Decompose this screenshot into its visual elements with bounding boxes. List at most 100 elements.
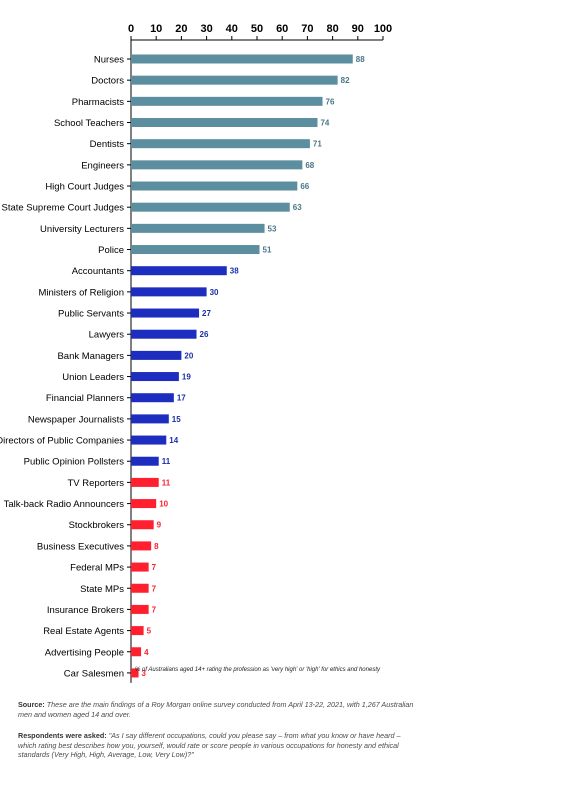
bar xyxy=(131,160,303,170)
category-label: Stockbrokers xyxy=(69,520,125,531)
category-label: Insurance Brokers xyxy=(47,605,124,616)
bar xyxy=(131,54,353,64)
bar xyxy=(131,562,149,572)
value-label: 74 xyxy=(320,119,329,128)
bar xyxy=(131,541,152,551)
category-label: Public Opinion Pollsters xyxy=(24,457,125,468)
category-label: Nurses xyxy=(94,55,124,66)
bar xyxy=(131,626,144,636)
value-label: 9 xyxy=(157,521,162,530)
bar xyxy=(131,583,149,593)
value-label: 7 xyxy=(152,605,157,614)
question-text: "As I say different occupations, could y… xyxy=(18,731,401,759)
bar xyxy=(131,181,298,191)
category-label: Directors of Public Companies xyxy=(0,436,124,447)
value-label: 68 xyxy=(305,161,314,170)
value-label: 51 xyxy=(263,246,272,255)
x-tick-label: 20 xyxy=(175,23,187,35)
category-label: School Teachers xyxy=(54,118,124,129)
category-label: Bank Managers xyxy=(57,351,124,362)
value-label: 8 xyxy=(154,542,159,551)
category-label: Lawyers xyxy=(89,330,125,341)
category-label: Financial Planners xyxy=(46,393,124,404)
x-tick-label: 30 xyxy=(200,23,212,35)
category-label: Talk-back Radio Announcers xyxy=(4,499,125,510)
bar xyxy=(131,414,169,424)
category-label: Ministers of Religion xyxy=(38,287,124,298)
x-tick-label: 70 xyxy=(301,23,313,35)
x-tick-label: 100 xyxy=(374,23,392,35)
source-note: Source: These are the main findings of a… xyxy=(18,700,418,719)
value-label: 17 xyxy=(177,394,186,403)
bar xyxy=(131,308,200,318)
category-label: TV Reporters xyxy=(68,478,125,489)
value-label: 88 xyxy=(356,55,365,64)
value-label: 19 xyxy=(182,373,191,382)
bars: Nurses 88 Doctors 82 Pharmacists 76 School Tea… xyxy=(0,54,365,679)
value-label: 3 xyxy=(142,669,147,678)
value-label: 7 xyxy=(152,584,157,593)
value-label: 82 xyxy=(341,76,350,85)
bar xyxy=(131,245,260,255)
bar xyxy=(131,393,174,403)
category-label: Pharmacists xyxy=(72,97,125,108)
bar xyxy=(131,118,318,128)
category-label: Union Leaders xyxy=(62,372,124,383)
bar xyxy=(131,372,179,382)
category-label: Dentists xyxy=(90,139,125,150)
x-tick-label: 50 xyxy=(251,23,263,35)
x-tick-label: 40 xyxy=(226,23,238,35)
bar xyxy=(131,139,310,149)
source-text: These are the main findings of a Roy Mor… xyxy=(18,700,414,719)
value-label: 71 xyxy=(313,140,322,149)
bar xyxy=(131,456,159,466)
x-tick-label: 10 xyxy=(150,23,162,35)
value-label: 63 xyxy=(293,203,302,212)
category-label: State Supreme Court Judges xyxy=(1,203,124,214)
value-label: 30 xyxy=(210,288,219,297)
value-label: 11 xyxy=(162,478,171,487)
value-label: 7 xyxy=(152,563,157,572)
value-label: 4 xyxy=(144,648,149,657)
bar xyxy=(131,435,167,445)
category-label: Business Executives xyxy=(37,541,124,552)
value-label: 14 xyxy=(169,436,178,445)
category-label: Police xyxy=(98,245,124,256)
bar xyxy=(131,499,157,509)
value-label: 27 xyxy=(202,309,211,318)
category-label: Doctors xyxy=(91,76,124,87)
question-label: Respondents were asked: xyxy=(18,731,107,740)
value-label: 5 xyxy=(147,627,152,636)
category-label: University Lecturers xyxy=(40,224,124,235)
category-label: Federal MPs xyxy=(70,563,124,574)
category-label: High Court Judges xyxy=(45,182,124,193)
bar xyxy=(131,350,182,360)
value-label: 26 xyxy=(200,330,209,339)
bar xyxy=(131,329,197,339)
bar xyxy=(131,520,154,530)
value-label: 15 xyxy=(172,415,181,424)
category-label: Engineers xyxy=(81,160,124,171)
value-label: 10 xyxy=(159,500,168,509)
value-label: 53 xyxy=(268,224,277,233)
bar xyxy=(131,75,338,85)
x-tick-label: 60 xyxy=(276,23,288,35)
question-note: Respondents were asked: "As I say differ… xyxy=(18,731,418,760)
bar xyxy=(131,202,290,212)
x-tick-label: 80 xyxy=(326,23,338,35)
category-label: Car Salesmen xyxy=(64,668,124,679)
category-label: Advertising People xyxy=(45,647,124,658)
value-label: 20 xyxy=(184,351,193,360)
value-label: 76 xyxy=(326,97,335,106)
bar xyxy=(131,477,159,487)
x-tick-label: 0 xyxy=(128,23,134,35)
category-label: Accountants xyxy=(72,266,125,277)
chart-annotation: % of Australians aged 14+ rating the pro… xyxy=(135,667,381,673)
category-label: State MPs xyxy=(80,584,124,595)
value-label: 38 xyxy=(230,267,239,276)
bar xyxy=(131,604,149,614)
bar xyxy=(131,266,227,276)
category-label: Real Estate Agents xyxy=(43,626,124,637)
category-label: Public Servants xyxy=(58,309,124,320)
